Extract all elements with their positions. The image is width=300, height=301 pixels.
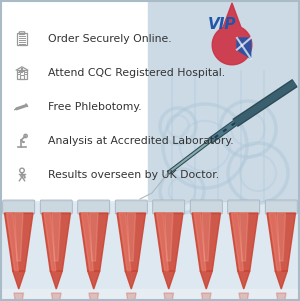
FancyBboxPatch shape [3,200,35,214]
Polygon shape [82,213,93,271]
FancyBboxPatch shape [153,200,185,214]
Text: Attend CQC Registered Hospital.: Attend CQC Registered Hospital. [48,68,225,78]
Polygon shape [230,213,258,271]
Polygon shape [277,293,286,301]
Polygon shape [44,213,56,271]
Polygon shape [4,213,33,271]
Polygon shape [89,213,98,261]
Polygon shape [212,3,252,65]
Polygon shape [117,213,146,271]
Polygon shape [267,213,296,271]
Polygon shape [202,213,211,261]
Text: Results overseen by UK Doctor.: Results overseen by UK Doctor. [48,170,219,180]
Polygon shape [52,213,61,261]
Polygon shape [52,293,61,301]
FancyBboxPatch shape [40,200,72,214]
FancyBboxPatch shape [78,200,110,214]
Text: Free Phlebotomy.: Free Phlebotomy. [48,102,142,112]
Polygon shape [119,213,131,271]
Polygon shape [277,213,286,261]
Polygon shape [192,213,220,271]
Polygon shape [238,271,250,289]
Polygon shape [125,271,137,289]
Polygon shape [154,213,183,271]
Polygon shape [164,213,173,261]
Polygon shape [80,213,108,271]
Bar [0,0,152,201]
Text: VIP: VIP [208,17,236,32]
FancyBboxPatch shape [265,200,297,214]
Polygon shape [89,293,98,301]
Polygon shape [14,213,23,261]
Text: Order Securely Online.: Order Securely Online. [48,34,172,44]
Polygon shape [127,213,136,261]
Circle shape [24,177,25,178]
Polygon shape [163,271,175,289]
FancyBboxPatch shape [228,200,260,214]
Polygon shape [200,271,212,289]
Polygon shape [239,213,248,261]
FancyBboxPatch shape [115,200,147,214]
Polygon shape [42,213,70,271]
Bar [0,289,300,301]
Polygon shape [50,271,62,289]
Polygon shape [237,38,251,58]
Polygon shape [275,271,287,289]
Polygon shape [7,213,18,271]
Polygon shape [127,293,136,301]
Text: Analysis at Accredited Laboratory.: Analysis at Accredited Laboratory. [48,136,234,146]
Polygon shape [164,293,174,301]
Polygon shape [232,213,243,271]
Polygon shape [194,213,206,271]
Polygon shape [14,293,24,301]
Polygon shape [157,213,168,271]
Polygon shape [88,271,100,289]
Polygon shape [239,293,249,301]
Polygon shape [13,271,25,289]
Polygon shape [269,213,281,271]
Polygon shape [202,293,211,301]
FancyBboxPatch shape [190,200,222,214]
Bar [148,0,300,201]
